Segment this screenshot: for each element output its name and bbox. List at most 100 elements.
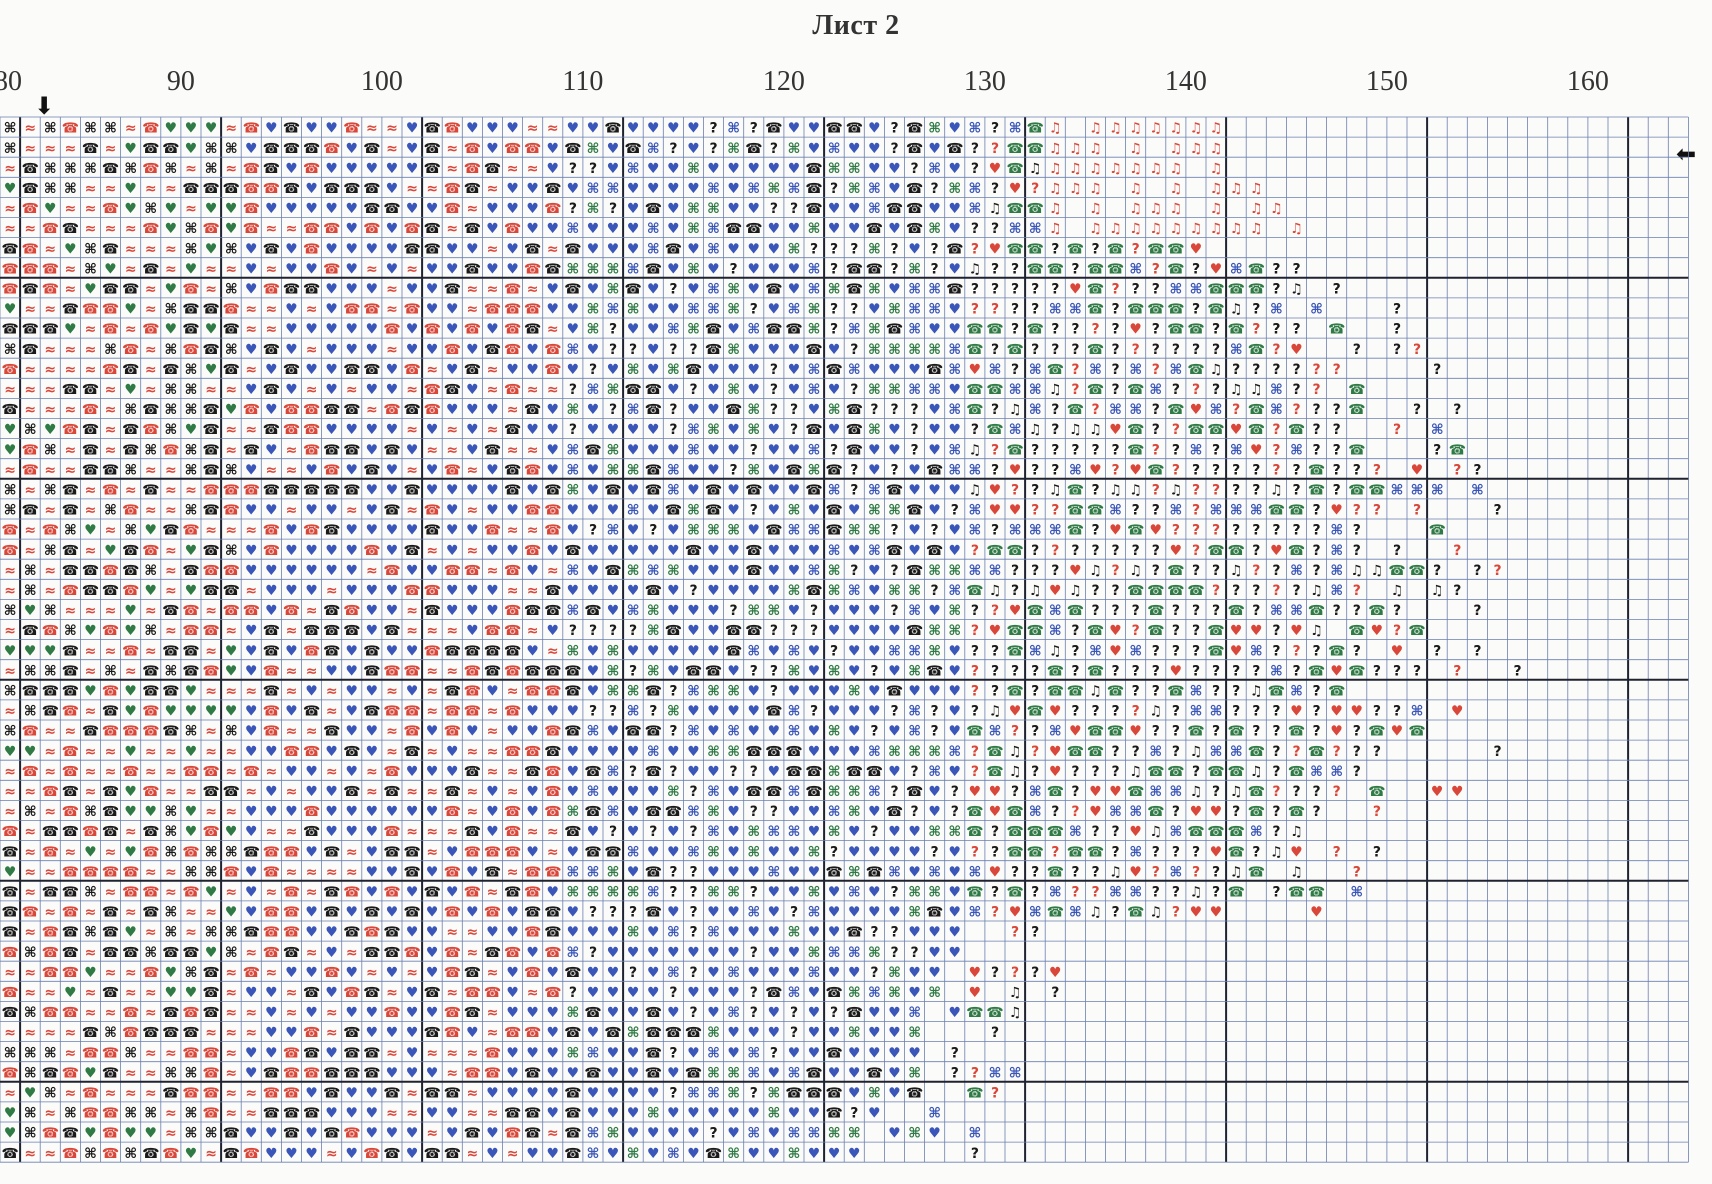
question-symbol-icon: ?	[1272, 523, 1280, 539]
heart-symbol-icon: ♥	[727, 704, 740, 720]
cmd-symbol-icon: ⌘	[1169, 282, 1182, 298]
phone-symbol-icon: ☎	[866, 864, 883, 880]
phone-symbol-icon: ☎	[765, 322, 782, 338]
lips-symbol-icon: ≈	[286, 864, 298, 880]
cmd-symbol-icon: ⌘	[667, 965, 680, 981]
phone-symbol-icon: ☎	[805, 161, 822, 177]
question-symbol-icon: ?	[689, 342, 697, 358]
stitch-symbols: ⌘ ≈ ⌘ ☎ ⌘ ⌘ ≈ ☎ ♥ ♥ ♥ ≈ ☎ ♥ ☎ ♥ ♥ ☎ ≈ ≈ ♥ ☎ ☎ ♥ ♥ ♥ ≈ ≈ ♥ ♥ ☎ ♥ ♥ ♥ ♥? ⌘? ☎ ♥…	[1, 121, 1521, 1162]
heart-symbol-icon: ♥	[285, 241, 298, 257]
heart-symbol-icon: ♥	[386, 261, 399, 277]
heart-symbol-icon: ♥	[346, 161, 359, 177]
question-symbol-icon: ?	[1272, 563, 1280, 579]
note-symbol-icon: ♫	[1250, 382, 1263, 398]
cmd-symbol-icon: ⌘	[687, 523, 700, 539]
question-symbol-icon: ?	[1011, 483, 1019, 499]
heart-symbol-icon: ♥	[366, 684, 379, 700]
lips-symbol-icon: ≈	[44, 362, 56, 378]
heart-symbol-icon: ♥	[426, 1106, 439, 1122]
question-symbol-icon: ?	[1152, 663, 1160, 679]
question-symbol-icon: ?	[1272, 282, 1280, 298]
phone-symbol-icon: ☎	[1268, 684, 1285, 700]
phone-symbol-icon: ☎	[444, 1025, 461, 1041]
cmd-symbol-icon: ⌘	[24, 704, 37, 720]
cmd-symbol-icon: ⌘	[868, 422, 881, 438]
phone-symbol-icon: ☎	[444, 201, 461, 217]
question-symbol-icon: ?	[770, 362, 778, 378]
phone-symbol-icon: ☎	[544, 784, 561, 800]
question-symbol-icon: ?	[1011, 282, 1019, 298]
heart-symbol-icon: ♥	[225, 663, 238, 679]
phone-symbol-icon: ☎	[403, 221, 420, 237]
heart-symbol-icon: ♥	[265, 1045, 278, 1061]
cmd-symbol-icon: ⌘	[928, 121, 941, 137]
heart-symbol-icon: ♥	[687, 141, 700, 157]
phone-symbol-icon: ☎	[544, 261, 561, 277]
heart-symbol-icon: ♥	[406, 1146, 419, 1162]
lips-symbol-icon: ≈	[105, 885, 117, 901]
heart-symbol-icon: ♥	[205, 201, 218, 217]
heart-symbol-icon: ♥	[687, 704, 700, 720]
phone-symbol-icon: ☎	[926, 543, 943, 559]
question-symbol-icon: ?	[1192, 663, 1200, 679]
cmd-symbol-icon: ⌘	[727, 342, 740, 358]
lips-symbol-icon: ≈	[4, 462, 16, 478]
heart-symbol-icon: ♥	[808, 503, 821, 519]
cmd-symbol-icon: ⌘	[627, 844, 640, 860]
phone-symbol-icon: ☎	[544, 744, 561, 760]
heart-symbol-icon: ♥	[165, 965, 178, 981]
question-symbol-icon: ?	[1172, 342, 1180, 358]
heart-symbol-icon: ♥	[768, 905, 781, 921]
lips-symbol-icon: ≈	[446, 442, 458, 458]
heart-symbol-icon: ♥	[687, 282, 700, 298]
heart-symbol-icon: ♥	[506, 261, 519, 277]
phone-symbol-icon: ☎	[82, 1106, 99, 1122]
phone-symbol-icon: ☎	[21, 161, 38, 177]
heart-symbol-icon: ♥	[325, 503, 338, 519]
lips-symbol-icon: ≈	[185, 201, 197, 217]
question-symbol-icon: ?	[1051, 804, 1059, 820]
phone-symbol-icon: ☎	[926, 663, 943, 679]
phone-symbol-icon: ☎	[62, 563, 79, 579]
question-symbol-icon: ?	[1212, 523, 1220, 539]
cmd-symbol-icon: ⌘	[164, 663, 177, 679]
heart-symbol-icon: ♥	[1069, 724, 1082, 740]
question-symbol-icon: ?	[991, 663, 999, 679]
cmd-symbol-icon: ⌘	[808, 261, 821, 277]
phone-symbol-icon: ☎	[1227, 724, 1244, 740]
phone-symbol-icon: ☎	[1207, 824, 1224, 840]
cmd-symbol-icon: ⌘	[1089, 362, 1102, 378]
heart-symbol-icon: ♥	[426, 302, 439, 318]
heart-symbol-icon: ♥	[386, 905, 399, 921]
heart-symbol-icon: ♥	[285, 1025, 298, 1041]
lips-symbol-icon: ≈	[527, 161, 539, 177]
phone-symbol-icon: ☎	[444, 643, 461, 659]
phone-symbol-icon: ☎	[484, 663, 501, 679]
cmd-symbol-icon: ⌘	[767, 1106, 780, 1122]
phone-symbol-icon: ☎	[122, 885, 139, 901]
heart-symbol-icon: ♥	[768, 1146, 781, 1162]
heart-symbol-icon: ♥	[908, 543, 921, 559]
phone-symbol-icon: ☎	[1207, 643, 1224, 659]
question-symbol-icon: ?	[1152, 402, 1160, 418]
phone-symbol-icon: ☎	[544, 583, 561, 599]
heart-symbol-icon: ♥	[526, 221, 539, 237]
heart-symbol-icon: ♥	[808, 121, 821, 137]
heart-symbol-icon: ♥	[506, 905, 519, 921]
cmd-symbol-icon: ⌘	[647, 744, 660, 760]
heart-symbol-icon: ♥	[647, 925, 660, 941]
phone-symbol-icon: ☎	[564, 141, 581, 157]
cmd-symbol-icon: ⌘	[908, 1126, 921, 1142]
phone-symbol-icon: ☎	[1167, 764, 1184, 780]
phone-symbol-icon: ☎	[102, 583, 119, 599]
heart-symbol-icon: ♥	[506, 724, 519, 740]
phone-symbol-icon: ☎	[645, 684, 662, 700]
heart-symbol-icon: ♥	[707, 905, 720, 921]
lips-symbol-icon: ≈	[65, 261, 77, 277]
question-symbol-icon: ?	[1172, 382, 1180, 398]
phone-symbol-icon: ☎	[1067, 402, 1084, 418]
heart-symbol-icon: ♥	[305, 925, 318, 941]
heart-symbol-icon: ♥	[526, 1045, 539, 1061]
cmd-symbol-icon: ⌘	[566, 442, 579, 458]
question-symbol-icon: ?	[1292, 261, 1300, 277]
